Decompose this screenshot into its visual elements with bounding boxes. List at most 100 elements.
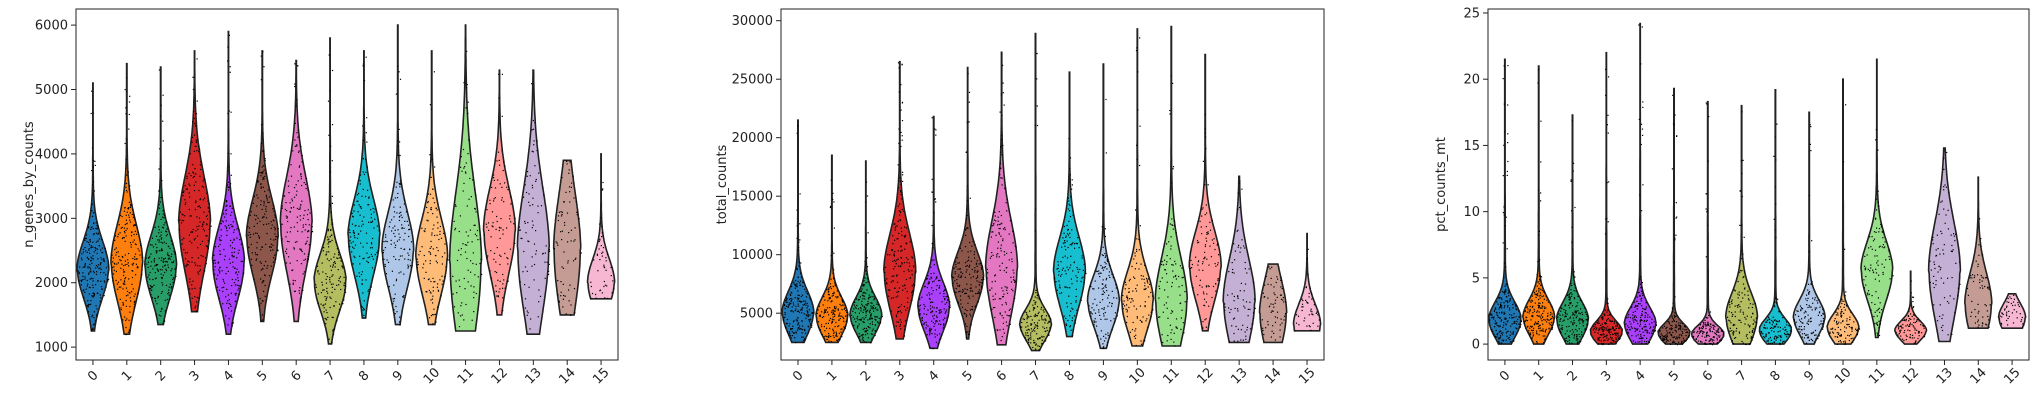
point [432, 248, 434, 250]
point [154, 226, 156, 228]
point [100, 280, 102, 282]
point [159, 236, 161, 238]
point [1011, 258, 1013, 260]
point [934, 199, 936, 201]
point [1106, 344, 1108, 346]
point [1138, 238, 1140, 241]
point [863, 318, 865, 320]
point [175, 267, 177, 269]
point [525, 191, 528, 194]
point [823, 295, 825, 298]
point [1242, 339, 1244, 341]
point [1270, 277, 1272, 279]
point [136, 258, 138, 260]
point [1273, 332, 1275, 334]
point [931, 287, 933, 289]
point [954, 280, 956, 282]
point [1234, 307, 1236, 309]
point [160, 196, 162, 199]
point [1098, 273, 1100, 275]
point [1503, 313, 1505, 315]
point [392, 227, 394, 229]
point [1532, 332, 1534, 334]
point [965, 265, 967, 267]
point [1516, 328, 1518, 330]
point [261, 166, 263, 168]
point [1535, 290, 1537, 292]
point [884, 266, 886, 269]
point [289, 283, 291, 285]
point [197, 247, 199, 249]
point [1547, 319, 1549, 321]
point [1126, 295, 1128, 297]
point [124, 240, 126, 242]
point [1311, 293, 1313, 295]
point [1122, 294, 1124, 297]
point [274, 227, 276, 230]
point [255, 215, 258, 217]
point [795, 279, 797, 282]
point [1577, 310, 1579, 312]
point [1072, 270, 1074, 272]
point [416, 264, 418, 266]
point [1061, 273, 1063, 276]
point [906, 291, 908, 293]
point [874, 298, 876, 300]
point [958, 291, 960, 293]
point [1009, 220, 1012, 222]
point [1505, 328, 1507, 330]
point [1538, 295, 1540, 297]
point [789, 293, 791, 295]
point [978, 289, 980, 291]
point [467, 281, 469, 283]
point [1067, 197, 1069, 199]
point [1162, 341, 1164, 344]
point [129, 95, 131, 97]
point [91, 210, 93, 212]
point [1515, 305, 1517, 308]
point [303, 259, 305, 261]
point [1067, 228, 1069, 231]
point [1240, 339, 1242, 341]
point [1541, 289, 1543, 292]
point [853, 304, 855, 306]
point [1000, 146, 1002, 148]
point [1500, 305, 1502, 307]
point [1166, 261, 1168, 263]
point [945, 311, 947, 313]
point [96, 228, 98, 230]
point [791, 306, 793, 308]
point [201, 240, 203, 242]
point [1126, 321, 1128, 324]
point [969, 197, 971, 199]
point [957, 276, 959, 278]
point [1004, 311, 1006, 313]
point [465, 303, 467, 306]
point [1531, 326, 1533, 328]
point [1027, 335, 1029, 337]
point [129, 206, 131, 209]
point [797, 276, 799, 278]
point [206, 223, 208, 225]
point [267, 265, 269, 267]
point [1093, 309, 1095, 311]
point [489, 203, 491, 205]
point [1035, 348, 1037, 350]
point [1213, 238, 1215, 240]
point [90, 330, 92, 332]
point [864, 331, 866, 333]
point [1306, 325, 1308, 327]
point [260, 187, 262, 189]
point [262, 281, 264, 283]
point [1571, 120, 1573, 122]
point [125, 214, 127, 216]
point [1280, 279, 1282, 281]
y-axis-label: total_counts [715, 144, 730, 224]
point [1551, 328, 1553, 330]
point [160, 104, 162, 106]
point [226, 204, 228, 206]
point [1008, 315, 1010, 317]
point [964, 246, 967, 248]
point [970, 250, 972, 252]
point [124, 264, 126, 266]
